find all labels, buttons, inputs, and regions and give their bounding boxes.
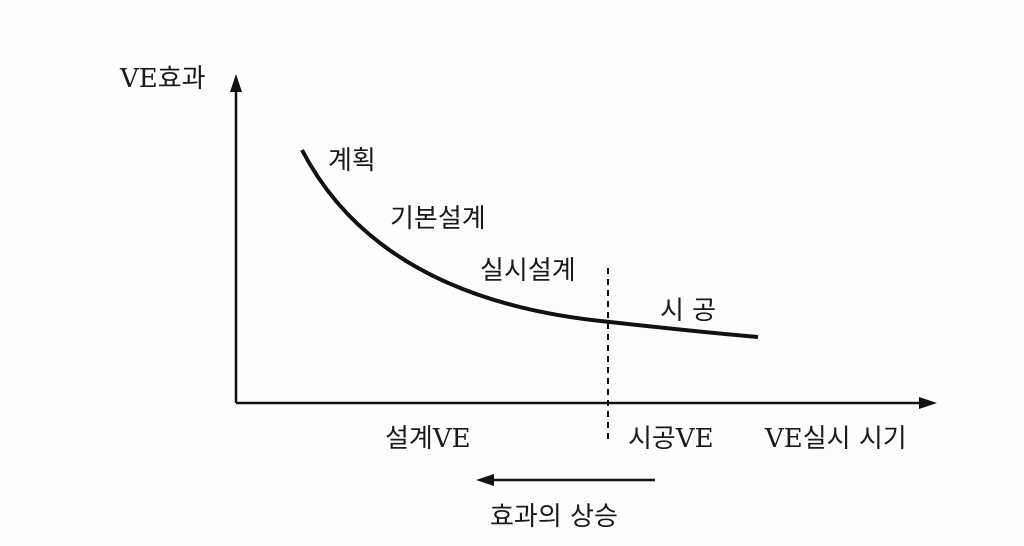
- phase-label: 설계VE: [385, 424, 471, 454]
- y-axis-label: VE효과: [119, 64, 206, 94]
- curve-label: 실시설계: [480, 256, 576, 286]
- x-axis-label: VE실시 시기: [764, 424, 907, 454]
- ve-effect-curve: [300, 149, 759, 339]
- curve-label: 기본설계: [390, 204, 486, 234]
- curve-label: 계획: [328, 146, 376, 176]
- effect-arrowhead: [476, 474, 494, 486]
- y-axis-arrowhead: [230, 74, 242, 92]
- phase-label: 시공VE: [628, 424, 714, 454]
- arrow-label: 효과의 상승: [490, 502, 618, 532]
- x-axis-arrowhead: [919, 397, 937, 409]
- curve-label: 시 공: [660, 296, 716, 326]
